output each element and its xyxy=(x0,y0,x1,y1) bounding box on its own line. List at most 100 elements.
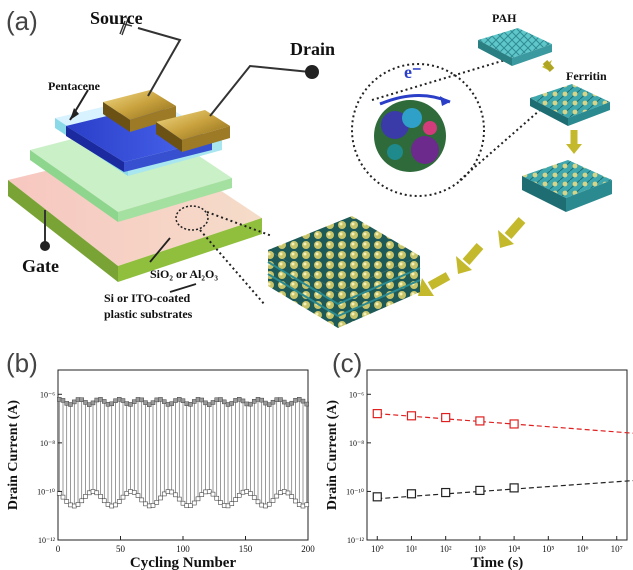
x-tick-label-c: 10² xyxy=(440,544,452,554)
off-state-point xyxy=(101,498,107,504)
data-point xyxy=(475,416,485,426)
x-tick-label-c: 10⁶ xyxy=(576,544,588,554)
on-state-point xyxy=(150,400,156,405)
electron-label: e⁻ xyxy=(404,62,422,82)
fit-line xyxy=(377,413,633,434)
y-tick-label-c: 10⁻¹² xyxy=(347,536,365,545)
on-state-point xyxy=(72,399,77,405)
off-state-point xyxy=(281,489,287,494)
on-state-point xyxy=(154,397,159,403)
off-state-point xyxy=(218,500,223,505)
on-state-point xyxy=(225,402,231,407)
data-point xyxy=(475,485,485,496)
on-state-point xyxy=(158,397,163,402)
on-state-point xyxy=(297,397,302,402)
panel-b-label: (b) xyxy=(6,348,38,378)
on-state-point xyxy=(102,399,107,404)
off-state-point xyxy=(236,493,242,498)
on-state-point xyxy=(188,402,193,407)
on-state-point xyxy=(120,398,126,403)
off-state-point xyxy=(195,496,201,502)
multilayer-large xyxy=(268,216,420,292)
on-state-point xyxy=(83,400,88,405)
on-state-point xyxy=(79,397,84,402)
on-state-point xyxy=(244,401,249,407)
data-point xyxy=(509,419,519,429)
substrate-label-line1: Si or ITO-coated xyxy=(104,291,191,305)
chart-c: 10⁰ 10¹ 10² 10³ 10⁴ 10⁵ 10⁶ 10⁷ 10⁻¹² 10⁻¹⁰ 10⁻⁸ 10… xyxy=(325,369,633,570)
on-state-point xyxy=(87,402,92,407)
off-state-point xyxy=(229,501,235,506)
on-state-point xyxy=(98,397,103,402)
off-state-point xyxy=(184,503,190,509)
off-state-point xyxy=(300,503,306,509)
on-state-point xyxy=(203,400,208,406)
off-state-point xyxy=(263,503,268,509)
on-state-point xyxy=(60,398,66,403)
source-electrode xyxy=(103,90,176,120)
off-state-point xyxy=(278,490,283,495)
gate-label: Gate xyxy=(22,256,59,276)
multilayer-small xyxy=(522,160,612,198)
off-state-point xyxy=(203,489,208,495)
x-tick-label-c: 10¹ xyxy=(406,544,418,554)
on-state-point xyxy=(173,398,178,403)
on-state-point xyxy=(233,398,238,403)
off-state-point xyxy=(86,490,92,496)
off-state-point xyxy=(135,493,141,498)
on-state-point xyxy=(199,397,204,403)
on-state-point xyxy=(259,397,264,403)
off-state-point xyxy=(71,503,77,509)
on-state-point xyxy=(124,401,129,406)
y-tick-label-c: 10⁻¹⁰ xyxy=(346,487,364,496)
off-state-point xyxy=(116,499,122,504)
x-tick-label-b: 150 xyxy=(239,544,253,554)
on-state-point xyxy=(169,401,174,406)
on-state-point xyxy=(270,399,276,405)
y-tick-label-b: 10⁻¹² xyxy=(38,536,56,545)
off-state-point xyxy=(161,491,167,497)
y-axis-title-b: Drain Current (A) xyxy=(6,400,21,511)
on-state-point xyxy=(180,398,186,403)
off-state-point xyxy=(158,495,163,501)
on-state-point xyxy=(192,399,197,404)
off-state-point xyxy=(255,499,261,505)
data-point xyxy=(441,487,451,498)
device-stack xyxy=(8,18,319,306)
off-state-point xyxy=(68,502,73,508)
off-state-point xyxy=(139,497,145,503)
on-state-point xyxy=(57,397,62,402)
off-state-point xyxy=(90,489,96,494)
off-state-point xyxy=(270,498,276,503)
y-tick-label-b: 10⁻⁶ xyxy=(40,390,55,399)
ferritin-layer xyxy=(530,84,610,118)
off-state-point xyxy=(131,490,137,495)
x-tick-label-b: 50 xyxy=(116,544,126,554)
data-point xyxy=(406,489,417,499)
on-state-point xyxy=(117,396,122,402)
plot-frame-c xyxy=(366,369,628,541)
x-tick-label-c: 10⁵ xyxy=(542,544,554,554)
x-tick-label-b: 100 xyxy=(176,544,190,554)
on-state-point xyxy=(165,402,171,407)
off-state-point xyxy=(83,494,88,499)
off-state-point xyxy=(64,499,70,504)
off-state-point xyxy=(233,497,238,502)
off-state-point xyxy=(296,502,302,507)
off-state-point xyxy=(169,489,175,495)
on-state-point xyxy=(263,400,268,406)
off-state-point xyxy=(109,503,115,509)
x-tick-label-b: 0 xyxy=(56,544,61,554)
pah-layer xyxy=(478,28,552,58)
x-axis-title-c: Time (s) xyxy=(471,555,524,570)
on-state-point xyxy=(252,398,257,404)
fit-line xyxy=(377,479,633,500)
y-tick-label-c: 10⁻⁸ xyxy=(349,439,364,448)
on-state-point xyxy=(282,399,287,405)
off-state-point xyxy=(251,495,257,500)
panel-c-label: (c) xyxy=(332,348,363,378)
off-state-point xyxy=(180,500,186,506)
off-state-point xyxy=(113,502,118,508)
x-tick-label-c: 10³ xyxy=(474,544,486,554)
on-state-point xyxy=(90,400,96,406)
